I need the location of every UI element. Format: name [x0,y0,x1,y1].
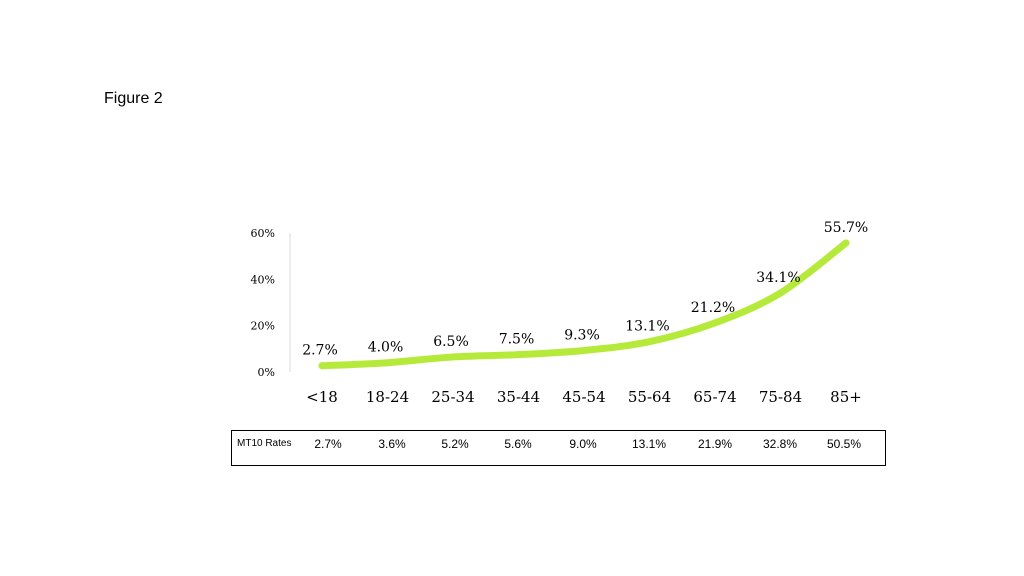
mt10-rate-cell: 13.1% [631,437,667,451]
y-tick-label: 0% [258,366,275,379]
data-labels: 2.7% 4.0% 6.5% 7.5% 9.3% 13.1% 21.2% 34.1% 55.7% [302,220,868,359]
data-label: 34.1% [756,270,800,286]
data-point [384,359,391,367]
x-tick-label: <18 [306,388,338,406]
x-tick-label: 35-44 [497,388,540,406]
figure-label: Figure 2 [104,90,163,107]
y-axis-ticks: 0% 20% 40% 60% [251,227,275,379]
mt10-rates-title: MT10 Rates [237,438,292,449]
x-tick-label: 55-64 [628,388,671,406]
data-point [449,353,457,361]
x-tick-label: 18-24 [366,388,409,406]
data-point [646,338,653,346]
mt10-rate-cell: 3.6% [378,437,406,451]
data-point [318,362,326,370]
mt10-rate-cell: 32.8% [762,437,798,451]
x-tick-label: 85+ [830,388,862,406]
data-label: 55.7% [824,220,868,236]
data-points [318,239,850,370]
data-label: 13.1% [625,319,669,335]
data-point [842,239,850,247]
x-tick-label: 75-84 [759,388,802,406]
data-label: 7.5% [499,332,535,348]
x-tick-label: 45-54 [562,388,605,406]
mt10-rates-table [231,430,886,466]
y-tick-label: 40% [251,273,275,286]
data-point [515,351,522,359]
x-tick-label: 65-74 [693,388,736,406]
mt10-rate-cell: 9.0% [569,437,597,451]
y-tick-label: 60% [251,227,275,240]
mt10-rate-cell: 5.6% [504,437,532,451]
mt10-rate-cell: 50.5% [826,437,862,451]
data-label: 4.0% [368,340,404,356]
x-tick-label: 25-34 [431,388,474,406]
data-label: 2.7% [302,343,338,359]
x-axis-ticks: <18 18-24 25-34 35-44 45-54 55-64 65-74 75-84 85… [306,388,862,406]
data-point [711,319,719,327]
mt10-rate-cell: 21.9% [697,437,733,451]
data-label: 21.2% [691,300,735,316]
data-label: 9.3% [564,327,600,343]
mt10-rate-cell: 2.7% [314,437,342,451]
data-point [580,346,588,354]
mt10-rate-cell: 5.2% [441,437,469,451]
data-point [777,289,784,297]
data-label: 6.5% [433,334,469,350]
y-tick-label: 20% [251,320,275,333]
